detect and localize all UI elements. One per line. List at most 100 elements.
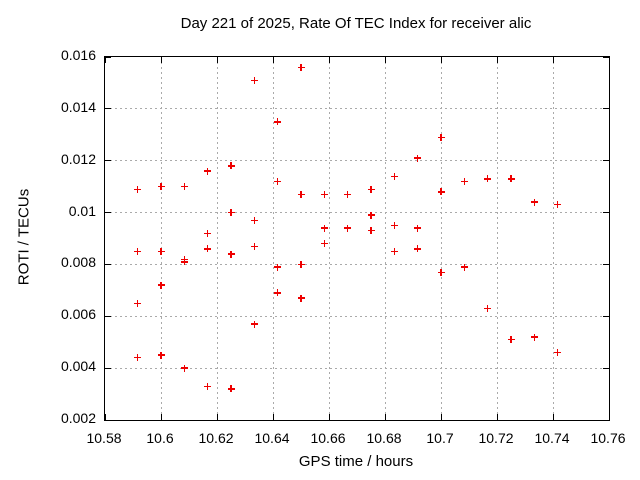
tick-mark <box>603 108 609 110</box>
data-point-marker <box>367 185 375 193</box>
tick-mark <box>552 414 554 420</box>
gridline-vertical <box>384 57 386 420</box>
gridline-vertical <box>328 57 330 420</box>
tick-mark <box>105 367 111 369</box>
data-point-marker <box>390 172 398 180</box>
y-tick-label: 0.004 <box>60 358 96 375</box>
tick-mark <box>272 414 274 420</box>
data-point-marker <box>204 382 212 390</box>
x-tick-label: 10.66 <box>310 430 346 446</box>
tick-mark <box>272 57 274 63</box>
y-tick-label: 0.016 <box>60 47 96 63</box>
data-point-marker <box>507 336 515 344</box>
data-point-marker <box>460 177 468 185</box>
data-point-marker <box>484 305 492 312</box>
gridline-horizontal <box>105 212 609 214</box>
tick-mark <box>603 367 609 369</box>
tick-mark <box>104 57 106 63</box>
data-point-marker <box>227 162 235 170</box>
y-tick-label: 0.008 <box>60 254 96 271</box>
tick-mark <box>105 212 111 214</box>
data-point-marker <box>180 364 188 372</box>
tick-mark <box>105 315 111 317</box>
data-point-marker <box>390 222 398 230</box>
data-point-marker <box>250 242 258 250</box>
y-tick-label: 0.002 <box>60 410 96 426</box>
tick-mark <box>216 57 218 63</box>
tick-mark <box>608 57 610 63</box>
data-point-marker <box>157 351 165 359</box>
gridline-horizontal <box>105 108 609 110</box>
gridline-horizontal <box>105 160 609 162</box>
data-point-marker <box>437 268 445 276</box>
data-point-marker <box>367 211 375 219</box>
tick-mark <box>105 56 111 58</box>
gridline-vertical <box>272 57 274 420</box>
tick-mark <box>603 315 609 317</box>
chart-title: Day 221 of 2025, Rate Of TEC Index for r… <box>180 15 532 32</box>
tick-mark <box>160 57 162 63</box>
x-tick-label: 10.58 <box>86 430 122 446</box>
gridline-vertical <box>160 57 162 420</box>
tick-mark <box>603 212 609 214</box>
data-point-marker <box>250 320 258 328</box>
data-point-marker <box>507 175 515 183</box>
y-tick-label: 0.01 <box>68 202 96 219</box>
y-tick-label: 0.014 <box>60 98 96 115</box>
x-tick-label: 10.64 <box>254 430 290 446</box>
data-point-marker <box>250 216 258 224</box>
data-point-marker <box>180 258 188 266</box>
data-point-marker <box>554 201 562 209</box>
data-point-marker <box>274 177 282 185</box>
data-point-marker <box>530 333 538 341</box>
tick-mark <box>496 414 498 420</box>
data-point-marker <box>134 354 142 362</box>
data-point-marker <box>227 385 235 393</box>
tick-mark <box>440 57 442 63</box>
tick-mark <box>608 414 610 420</box>
tick-mark <box>440 414 442 420</box>
tick-mark <box>328 57 330 63</box>
data-point-marker <box>530 198 538 206</box>
gridline-vertical <box>216 57 218 420</box>
data-point-marker <box>320 224 328 232</box>
x-axis-title: GPS time / hours <box>298 453 414 470</box>
tick-mark <box>105 160 111 162</box>
data-point-marker <box>297 63 305 71</box>
data-point-marker <box>297 260 305 268</box>
data-point-marker <box>204 229 212 237</box>
data-point-marker <box>484 175 492 183</box>
data-point-marker <box>344 224 352 232</box>
data-point-marker <box>157 281 165 289</box>
tick-mark <box>160 414 162 420</box>
data-point-marker <box>297 190 305 198</box>
data-point-marker <box>554 349 562 357</box>
tick-mark <box>105 419 111 421</box>
gridline-vertical <box>440 57 442 420</box>
gridline-horizontal <box>105 367 609 369</box>
data-point-marker <box>437 188 445 196</box>
data-point-marker <box>227 250 235 258</box>
x-tick-label: 10.62 <box>198 430 234 446</box>
data-point-marker <box>250 76 258 84</box>
data-point-marker <box>460 263 468 271</box>
tick-mark <box>104 414 106 420</box>
tick-mark <box>384 414 386 420</box>
data-point-marker <box>180 183 188 191</box>
data-point-marker <box>134 247 142 255</box>
data-point-marker <box>390 247 398 255</box>
data-point-marker <box>344 190 352 198</box>
y-tick-label: 0.012 <box>60 150 96 167</box>
data-point-marker <box>414 245 422 253</box>
data-point-marker <box>437 133 445 141</box>
gridline-vertical <box>552 57 554 420</box>
tick-mark <box>552 57 554 63</box>
tick-mark <box>603 419 609 421</box>
data-point-marker <box>414 224 422 232</box>
data-point-marker <box>320 240 328 248</box>
data-point-marker <box>134 185 142 193</box>
gridline-horizontal <box>105 315 609 317</box>
data-point-marker <box>227 209 235 217</box>
tick-mark <box>384 57 386 63</box>
x-tick-label: 10.72 <box>478 430 514 446</box>
